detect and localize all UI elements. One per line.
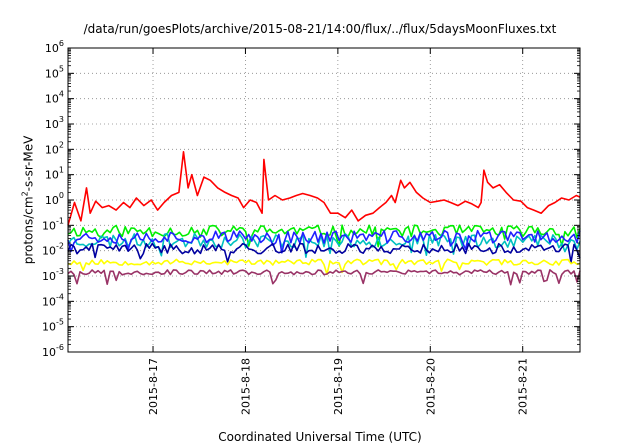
y-tick-label-exponent: -1: [56, 216, 64, 225]
y-tick-label: 102: [45, 140, 64, 156]
y-tick-label-exponent: -2: [56, 242, 64, 251]
x-tick-label: 2015-8-21: [517, 358, 530, 415]
y-tick-label-exponent: 2: [59, 140, 64, 149]
y-tick-label-base: 10: [42, 321, 56, 334]
y-tick-label: 105: [45, 64, 64, 80]
y-tick-label-base: 10: [45, 143, 59, 156]
series-line: [67, 224, 581, 248]
y-tick-label: 106: [45, 39, 64, 55]
y-tick-label: 101: [45, 166, 64, 182]
y-tick-label-exponent: -5: [56, 318, 64, 327]
y-tick-label: 10-3: [42, 267, 64, 283]
series-line: [67, 151, 581, 226]
y-tick-label-base: 10: [42, 346, 56, 359]
y-tick-label-exponent: 0: [59, 191, 64, 200]
y-tick-label-base: 10: [42, 219, 56, 232]
y-tick-label-base: 10: [42, 270, 56, 283]
series-line: [67, 229, 581, 254]
y-tick-label: 103: [45, 115, 64, 131]
x-tick-label: 2015-8-20: [424, 358, 437, 415]
y-tick-label-exponent: 5: [59, 64, 64, 73]
y-tick-label-base: 10: [45, 194, 59, 207]
y-tick-label: 100: [45, 191, 64, 207]
x-tick-label: 2015-8-19: [332, 358, 345, 415]
y-tick-label: 10-1: [42, 216, 64, 232]
y-tick-label-base: 10: [45, 67, 59, 80]
series-line: [67, 258, 581, 276]
x-axis-label: Coordinated Universal Time (UTC): [218, 430, 422, 444]
x-tick-label: 2015-8-17: [147, 358, 160, 415]
y-tick-label: 10-6: [42, 343, 64, 359]
y-tick-label-exponent: -4: [56, 292, 64, 301]
y-tick-label-base: 10: [45, 118, 59, 131]
y-tick-label: 104: [45, 90, 64, 106]
y-tick-label-base: 10: [45, 93, 59, 106]
y-tick-label-base: 10: [42, 245, 56, 258]
x-tick-label: 2015-8-18: [239, 358, 252, 415]
y-tick-label: 10-4: [42, 292, 64, 308]
series-line: [67, 269, 581, 286]
y-tick-label-exponent: 1: [59, 166, 64, 175]
y-tick-label: 10-2: [42, 242, 64, 258]
y-tick-label-base: 10: [42, 295, 56, 308]
y-tick-label-base: 10: [45, 42, 59, 55]
y-tick-label-base: 10: [45, 169, 59, 182]
chart-title: /data/run/goesPlots/archive/2015-08-21/1…: [83, 22, 557, 36]
y-tick-label: 10-5: [42, 318, 64, 334]
y-tick-label-exponent: -6: [56, 343, 64, 352]
y-tick-label-exponent: -3: [56, 267, 64, 276]
series-line: [67, 242, 581, 264]
y-tick-label-exponent: 6: [59, 39, 64, 48]
y-tick-label-exponent: 4: [59, 90, 64, 99]
y-tick-label-exponent: 3: [59, 115, 64, 124]
